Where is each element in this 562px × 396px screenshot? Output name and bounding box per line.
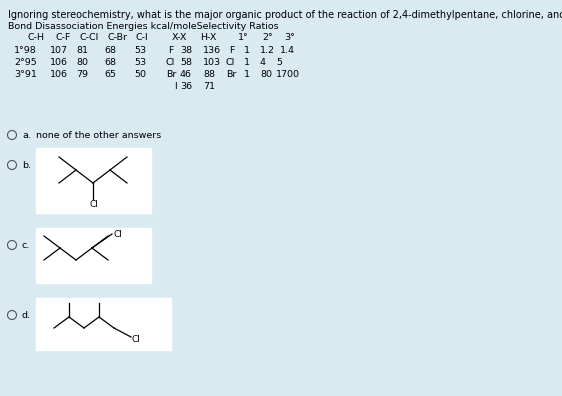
Text: 88: 88 [203, 70, 215, 79]
Text: 80: 80 [260, 70, 272, 79]
Text: F: F [229, 46, 234, 55]
Circle shape [7, 131, 16, 139]
Text: 103: 103 [203, 58, 221, 67]
Text: H-X: H-X [200, 33, 216, 42]
Text: Cl: Cl [113, 230, 122, 239]
Text: 65: 65 [104, 70, 116, 79]
Text: 1°: 1° [238, 33, 249, 42]
Text: I: I [174, 82, 177, 91]
Text: 3°: 3° [284, 33, 295, 42]
Text: 50: 50 [134, 70, 146, 79]
Text: a.: a. [22, 131, 31, 139]
Text: 58: 58 [180, 58, 192, 67]
Text: C-Br: C-Br [108, 33, 128, 42]
Text: 68: 68 [104, 46, 116, 55]
Text: 71: 71 [203, 82, 215, 91]
Text: 1: 1 [244, 46, 250, 55]
Circle shape [7, 240, 16, 249]
Text: 53: 53 [134, 46, 146, 55]
Text: Cl: Cl [90, 200, 99, 209]
Text: Br: Br [226, 70, 237, 79]
Text: Bond Disassociation Energies kcal/moleSelectivity Ratios: Bond Disassociation Energies kcal/moleSe… [8, 22, 279, 31]
Text: Br: Br [166, 70, 176, 79]
Text: C-H: C-H [28, 33, 45, 42]
Circle shape [7, 310, 16, 320]
Text: 4: 4 [260, 58, 266, 67]
Text: d.: d. [22, 310, 31, 320]
Circle shape [7, 160, 16, 169]
Text: 81: 81 [76, 46, 88, 55]
Text: 79: 79 [76, 70, 88, 79]
Text: 1.4: 1.4 [280, 46, 295, 55]
Text: 46: 46 [180, 70, 192, 79]
Text: 1.2: 1.2 [260, 46, 275, 55]
Text: 1: 1 [244, 70, 250, 79]
Text: Cl: Cl [132, 335, 141, 344]
Text: c.: c. [22, 240, 30, 249]
Text: 106: 106 [50, 70, 68, 79]
Text: F: F [168, 46, 173, 55]
Bar [36, 228, 151, 283]
Text: 38: 38 [180, 46, 192, 55]
Text: 136: 136 [203, 46, 221, 55]
Text: 1: 1 [244, 58, 250, 67]
Bar [36, 298, 171, 350]
Text: 5: 5 [276, 58, 282, 67]
Text: b.: b. [22, 160, 31, 169]
Text: C-Cl: C-Cl [80, 33, 99, 42]
Text: 80: 80 [76, 58, 88, 67]
Text: none of the other answers: none of the other answers [36, 131, 161, 139]
Text: X-X: X-X [172, 33, 187, 42]
Text: 36: 36 [180, 82, 192, 91]
Text: C-I: C-I [136, 33, 149, 42]
Text: 2°95: 2°95 [14, 58, 37, 67]
Text: 1700: 1700 [276, 70, 300, 79]
Text: 107: 107 [50, 46, 68, 55]
Text: 2°: 2° [262, 33, 273, 42]
Text: 68: 68 [104, 58, 116, 67]
Text: 1°98: 1°98 [14, 46, 37, 55]
Text: 53: 53 [134, 58, 146, 67]
Text: 106: 106 [50, 58, 68, 67]
Text: Cl: Cl [166, 58, 175, 67]
Bar [36, 148, 151, 213]
Text: 3°91: 3°91 [14, 70, 37, 79]
Text: C-F: C-F [55, 33, 70, 42]
Text: Cl: Cl [226, 58, 235, 67]
Text: Ignoring stereochemistry, what is the major organic product of the reaction of 2: Ignoring stereochemistry, what is the ma… [8, 10, 562, 20]
